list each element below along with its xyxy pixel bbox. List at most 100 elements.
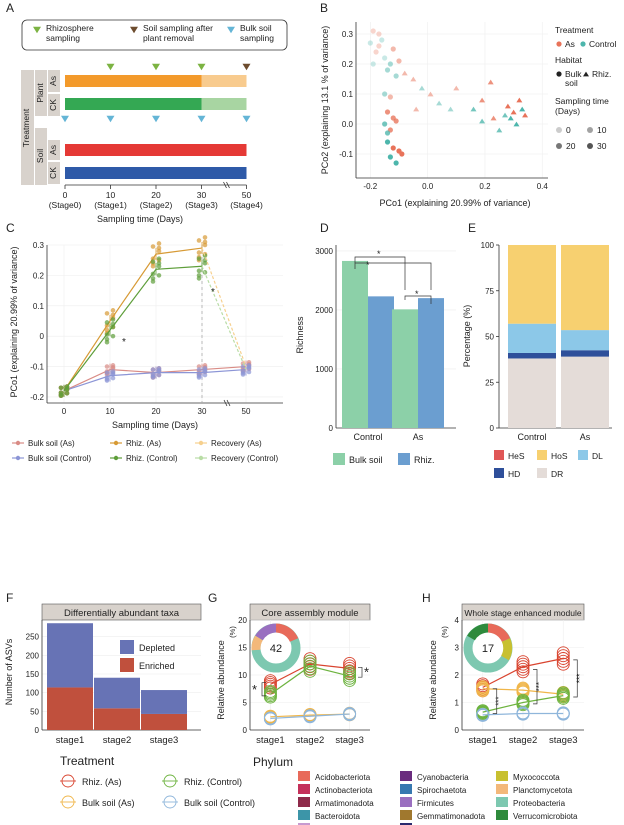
stack-hd [508,352,556,359]
y-tick-label: 1000 [315,365,333,374]
legend-title-time: Sampling time (Days) [555,96,609,116]
panel-e-ylabel: Percentage (%) [462,305,472,368]
scatter-point [396,58,402,64]
treatment-legend-item: Bulk soil (Control) [184,798,255,808]
scatter-point [382,55,388,61]
y-tick-label: 250 [26,633,40,642]
y-tick-label: 4 [455,616,460,625]
data-point [150,375,156,380]
bulk-soil-triangle-icon [227,26,235,34]
phylum-legend-item: Planctomycetota [513,786,573,795]
x-tick-label: stage2 [296,735,325,746]
legend-swatch [15,440,21,446]
data-point [150,259,156,265]
scatter-point [384,130,391,136]
data-point [156,369,162,374]
scatter-point [436,100,443,106]
legend-title-treatment: Treatment [555,25,594,35]
panel-letter-H: H [422,591,431,605]
legend-swatch [578,450,588,460]
scatter-point [410,76,417,82]
signif-marker: *** [535,682,544,691]
y-tick-label: 3 [455,644,460,653]
phylum-legend-item: Verrucomicrobiota [513,812,578,821]
y-tick-label: 0 [35,726,40,735]
bar-rhiz- [368,296,394,428]
data-circle [476,704,490,718]
data-circle [556,706,570,720]
panel-letter-D: D [320,221,329,235]
legend-box [21,19,288,51]
scatter-point [479,118,486,124]
series-line-rhiz_ctrl_s [63,265,203,392]
bulk-sampling-marker [106,115,115,123]
data-point [240,372,246,377]
legend-swatch [198,440,204,446]
data-point [202,242,208,248]
treatment-legend-title: Treatment [60,754,115,768]
soil-strip [35,128,47,185]
panel-h-title: Whole stage enhanced module [464,608,581,618]
data-circle [303,654,317,668]
legend-swatch-rhiz [398,453,410,465]
phylum-swatch [400,810,412,820]
phylum-swatch [298,810,310,820]
y-tick-label: 0 [329,424,334,433]
scatter-point [384,109,391,115]
scatter-point [470,106,477,112]
data-point [110,333,116,339]
phylum-swatch [496,810,508,820]
data-point [104,311,110,316]
y-tick-label: 0.3 [342,30,354,39]
plant-ck-recovery-bar [201,98,247,110]
data-point [202,372,208,378]
scatter-point [510,109,517,115]
series-line-rhiz_as_s [63,247,203,392]
data-circle [516,655,530,669]
signif-bracket [261,682,266,697]
signif-marker: * [211,287,215,298]
data-circle [263,711,277,725]
panel-h-ylabel: Relative abundance [428,640,438,720]
stack-depleted [47,623,93,688]
scatter-point [507,115,514,121]
scatter-point [367,40,373,46]
panel-b-xlabel: PCo1 (explaining 20.99% of variance) [379,198,530,208]
plant-label: Plant [35,83,45,103]
phylum-swatch [496,784,508,794]
treatment-legend-item: Bulk soil (As) [82,798,135,808]
row-label-soil-as: As [48,145,58,155]
stack-enriched [47,687,93,730]
data-point [196,250,202,255]
data-point [110,324,116,330]
legend-swatch-time [556,143,562,149]
y-tick-label: 200 [26,651,40,660]
panel-letter-A: A [6,1,14,15]
phylum-legend-item: Actinobacteriota [315,786,373,795]
phylum-swatch [400,823,412,825]
legend-dl: DL [592,451,603,461]
data-point [110,317,116,322]
series-line [270,665,350,695]
phylum-legend-item: Bacteroidota [315,812,360,821]
scatter-point [387,94,393,100]
donut-segment [487,623,511,643]
data-point [246,366,252,371]
legend-rhiz: Rhiz. [414,455,435,465]
panel-f-title: Differentially abundant taxa [64,608,180,619]
phylum-swatch [496,797,508,807]
legend-item: Recovery (As) [211,439,262,448]
y-tick-label: 50 [30,707,39,716]
y-tick-label: 2 [455,671,460,680]
x-tick-label: 10 [106,407,115,416]
legend-swatch [113,440,119,446]
legend-swatch [494,450,504,460]
data-circle [556,649,570,663]
x-tick-label: 20 [152,407,161,416]
bulk-sampling-marker [197,115,206,123]
y-tick-label: 0.1 [33,302,45,311]
x-tick-label: 10 (Stage1) [94,190,127,210]
phylum-legend-item: Armatimonadota [315,799,374,808]
legend-bulk: Bulk soil [565,69,582,88]
y-tick-label: 0 [455,726,460,735]
